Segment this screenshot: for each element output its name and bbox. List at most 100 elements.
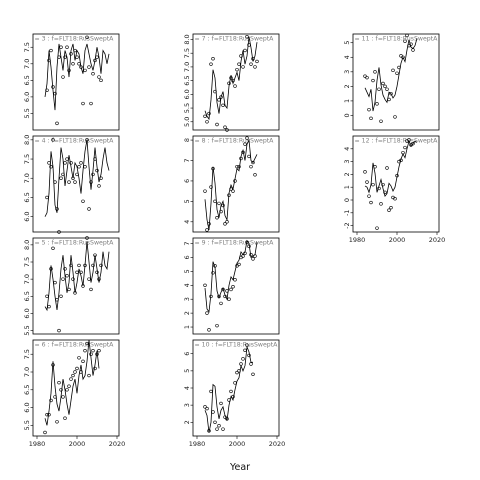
y-tick-label: 8.0 [183,34,191,44]
observation-point [251,257,255,261]
observation-point [365,75,369,80]
observation-point [237,262,241,267]
panel-8: = 8 : f=FLT18:RusSweptA 4 5 6 7 8 [183,135,280,233]
observation-point [49,267,53,271]
observation-point [45,294,49,298]
observation-point [77,62,81,66]
observation-point [47,58,51,63]
fitted-line [364,38,418,112]
observation-point [69,377,73,381]
observation-point [249,253,253,257]
observation-point [209,389,213,394]
y-tick-label: 4 [343,147,351,151]
panel-strip-label: = 12 : f=FLT18:RusSweptA [355,138,439,145]
observation-point [205,311,209,315]
observation-point [223,294,227,299]
observation-point [47,161,51,165]
observation-point [53,180,57,184]
observation-point [61,172,65,177]
observation-point [207,222,211,226]
observation-point [57,380,61,385]
observation-point [49,165,53,169]
observation-point [407,138,411,142]
observation-point [245,35,249,39]
observation-point [239,54,243,58]
observation-point [81,284,85,288]
observation-point [71,277,75,281]
x-tick-label: 1980 [29,440,46,448]
observation-point [225,128,229,132]
y-tick-label: 8 [183,138,191,142]
y-tick-label: 8.0 [23,135,31,145]
observation-point [401,150,405,155]
observation-point [377,186,381,191]
y-tick-label: 7.0 [23,367,31,377]
y-tick-label: 3 [343,70,351,74]
observation-point [77,165,81,169]
observation-point [371,78,375,83]
y-tick-label: 6.0 [23,211,31,221]
fitted-line [44,339,100,426]
observation-point [251,56,255,61]
observation-point [375,102,379,106]
observation-point [247,353,251,358]
x-tick-label: 1980 [349,236,366,244]
observation-point [87,65,91,69]
observation-point [387,97,391,102]
observation-point [79,161,83,165]
observation-point [203,114,207,118]
panel-7: = 7 : f=FLT18:RusSweptA 5.0 5.5 6.0 6.5 7.0 7.… [183,33,280,132]
observation-point [395,173,399,178]
observation-point [241,357,245,361]
observation-point [69,52,73,56]
observation-point [59,45,63,49]
observation-point [219,95,223,99]
observation-point [373,165,377,169]
observation-point [49,398,53,403]
observation-point [409,42,413,46]
panel-frame [192,339,280,437]
observation-point [205,120,209,124]
observation-point [243,142,247,146]
observation-point [255,59,259,64]
panel-frame [32,339,120,437]
chart-panels: = 3 : f=FLT18:RusSweptA5.56.06.57.07.5= … [23,33,440,437]
observation-point [239,156,243,161]
observation-point [367,107,371,112]
panel-frame [32,135,120,233]
y-tick-label: 2 [183,311,191,315]
observation-point [57,230,61,234]
panel-frame [192,33,280,131]
observation-point [385,166,389,170]
observation-point [97,75,101,79]
observation-point [247,154,251,159]
observation-point [249,62,253,66]
observation-point [53,91,57,96]
observation-point [85,341,89,346]
y-tick-label: 1 [343,99,351,103]
observation-point [99,78,103,83]
observation-point [75,55,79,59]
observation-point [367,194,371,198]
observation-point [91,348,95,353]
observation-point [95,270,99,274]
panel-strip-label: = 8 : f=FLT18:RusSweptA [195,138,275,145]
x-axes: 1980 2000 2020 1980 2000 2020 1980 2000 2020 [29,232,445,448]
observation-point [239,362,243,366]
observation-point [211,56,215,61]
observation-point [95,352,99,356]
observation-point [85,35,89,40]
observation-point [221,203,225,208]
panel-strip-label: = 10 : f=FLT18:RusSweptA [195,342,279,349]
observation-point [209,62,213,66]
observation-point [227,81,231,86]
y-tick-label: 6.0 [23,308,31,318]
x-axis-label: Year [229,462,250,473]
observation-point [241,65,245,69]
observation-point [371,182,375,187]
observation-point [383,190,387,195]
observation-point [411,48,415,52]
observation-point [235,67,239,72]
observation-point [411,141,415,146]
observation-point [221,287,225,292]
